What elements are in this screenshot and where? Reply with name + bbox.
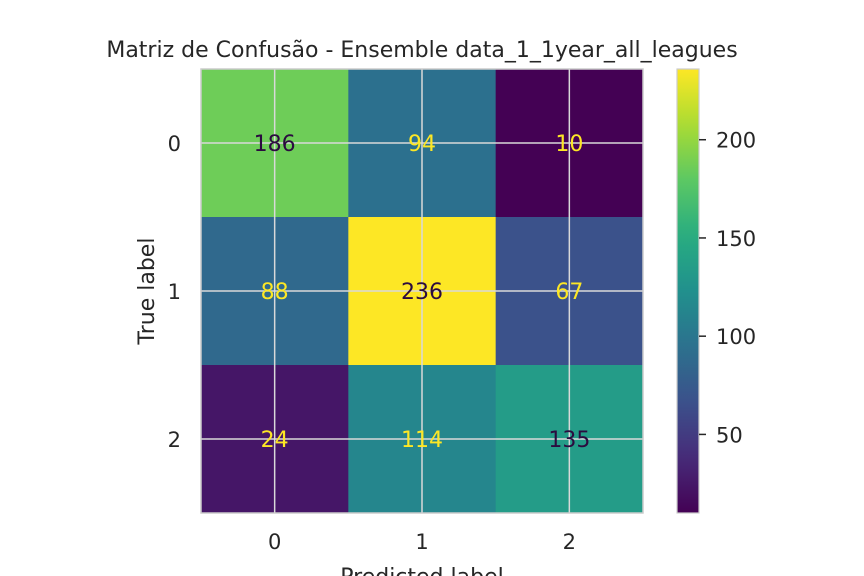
plot-frame	[200, 68, 644, 514]
y-axis-label: True label	[135, 238, 160, 346]
cell-value-label: 67	[555, 280, 583, 305]
chart-title: Matriz de Confusão - Ensemble data_1_1ye…	[106, 38, 737, 63]
cell-value-label: 186	[254, 132, 296, 157]
colorbar-tick-label: 50	[716, 423, 743, 447]
x-tick-label: 1	[415, 530, 428, 554]
cell-value-label: 24	[261, 428, 289, 453]
cell-value-label: 94	[408, 132, 436, 157]
x-tick-label: 0	[268, 530, 281, 554]
heatmap-cell-labels: 186 94 10 88 236 67 24 114 135	[254, 132, 591, 453]
cell-value-label: 10	[555, 132, 583, 157]
colorbar-tick-label: 150	[716, 227, 756, 251]
x-tick-label: 2	[563, 530, 576, 554]
cell-value-label: 88	[261, 280, 289, 305]
x-axis-label: Predicted label	[340, 565, 503, 576]
y-tick-label: 2	[168, 428, 181, 452]
y-tick-label: 0	[168, 132, 181, 156]
colorbar-tick-label: 100	[716, 325, 756, 349]
x-axis-ticks: 0 1 2	[268, 530, 576, 554]
cell-value-label: 114	[401, 428, 443, 453]
cell-value-label: 135	[548, 428, 590, 453]
cell-value-label: 236	[401, 280, 443, 305]
y-tick-label: 1	[168, 280, 181, 304]
colorbar-tick-label: 200	[716, 129, 756, 153]
heatmap-gridlines	[201, 69, 643, 513]
colorbar-ticks: 50 100 150 200	[699, 129, 756, 447]
y-axis-ticks: 0 1 2	[168, 132, 181, 452]
colorbar	[676, 68, 700, 514]
